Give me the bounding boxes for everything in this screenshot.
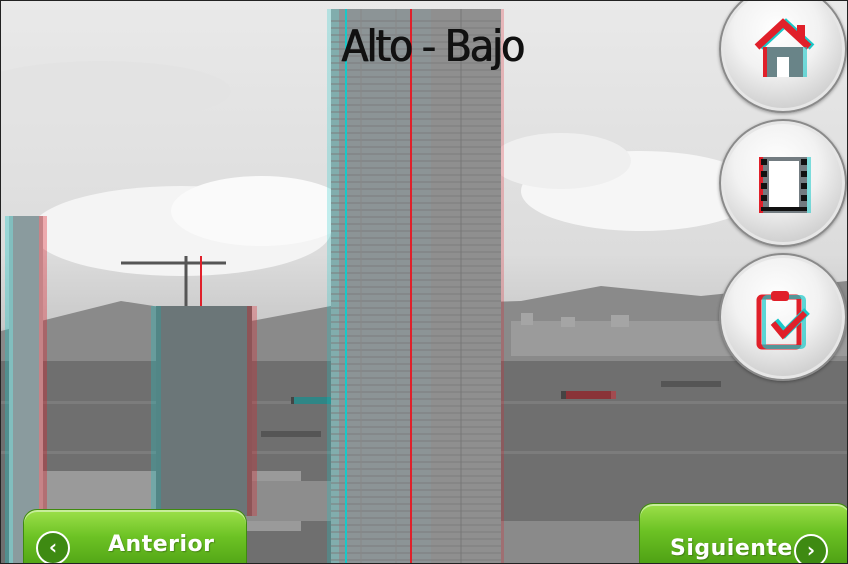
- previous-label: Anterior: [108, 532, 215, 557]
- film-button[interactable]: [719, 119, 847, 247]
- quiz-button[interactable]: [719, 253, 847, 381]
- page-title: Alto - Bajo: [341, 21, 525, 72]
- film-icon: [759, 157, 811, 213]
- clipboard-check-icon: [756, 291, 810, 350]
- chevron-right-icon: ›: [794, 534, 828, 563]
- next-button[interactable]: Siguiente ›: [639, 503, 847, 563]
- home-icon: [754, 18, 815, 77]
- home-button[interactable]: [719, 1, 847, 113]
- previous-button[interactable]: ‹ Anterior: [23, 509, 247, 563]
- next-label: Siguiente: [670, 536, 793, 561]
- chevron-left-icon: ‹: [36, 531, 70, 563]
